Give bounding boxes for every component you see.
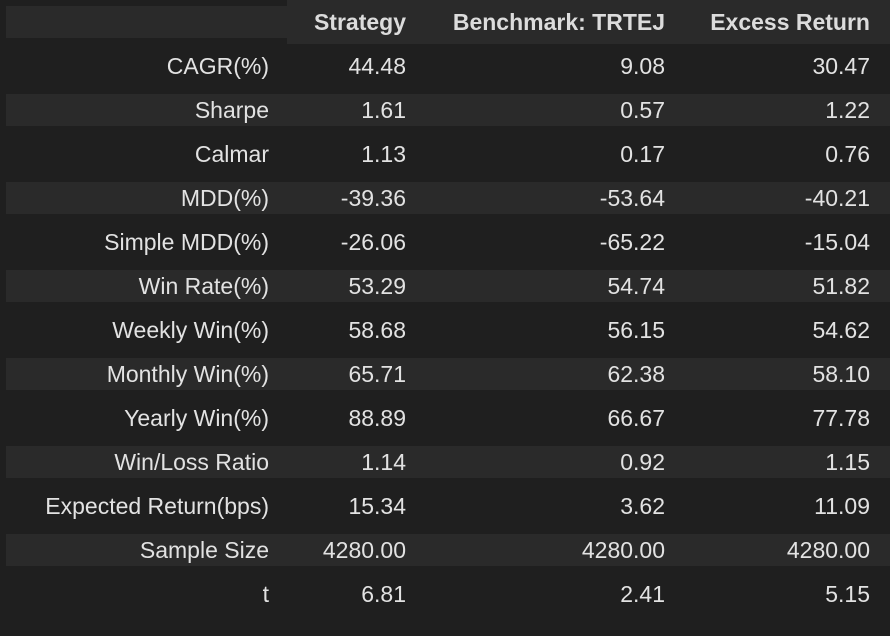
table-row: Sharpe 1.61 0.57 1.22 — [0, 88, 890, 132]
excess-value: 4280.00 — [685, 528, 890, 572]
benchmark-value: 54.74 — [424, 264, 685, 308]
row-label: Expected Return(bps) — [45, 492, 269, 519]
table-row: Win/Loss Ratio 1.14 0.92 1.15 — [0, 440, 890, 484]
excess-value: 1.22 — [685, 88, 890, 132]
table-row: Calmar 1.13 0.17 0.76 — [0, 132, 890, 176]
strategy-value: 4280.00 — [287, 528, 424, 572]
row-label: Monthly Win(%) — [0, 352, 287, 396]
row-label: CAGR(%) — [166, 52, 269, 79]
table-row: Monthly Win(%) 65.71 62.38 58.10 — [0, 352, 890, 396]
strategy-value: 1.14 — [287, 440, 424, 484]
row-label: t — [262, 580, 269, 607]
excess-value: 5.15 — [825, 580, 870, 607]
header-excess-return: Excess Return — [685, 0, 890, 44]
excess-value: 54.62 — [812, 316, 870, 343]
header-corner-cell — [0, 0, 287, 44]
row-label: Win/Loss Ratio — [0, 440, 287, 484]
strategy-value: 6.81 — [361, 580, 406, 607]
table-row: Expected Return(bps) 15.34 3.62 11.09 — [0, 484, 890, 528]
table-row: CAGR(%) 44.48 9.08 30.47 — [0, 44, 890, 88]
row-label: Calmar — [194, 140, 269, 167]
excess-value: 58.10 — [685, 352, 890, 396]
statistics-table: Strategy Benchmark: TRTEJ Excess Return … — [0, 0, 890, 616]
strategy-value: 44.48 — [348, 52, 406, 79]
strategy-value: 1.61 — [287, 88, 424, 132]
table-row: Sample Size 4280.00 4280.00 4280.00 — [0, 528, 890, 572]
benchmark-value: 0.92 — [424, 440, 685, 484]
row-label: Simple MDD(%) — [104, 228, 269, 255]
table-row: t 6.81 2.41 5.15 — [0, 572, 890, 616]
excess-value: 30.47 — [812, 52, 870, 79]
row-label: Win Rate(%) — [0, 264, 287, 308]
table-row: Simple MDD(%) -26.06 -65.22 -15.04 — [0, 220, 890, 264]
benchmark-value: 4280.00 — [424, 528, 685, 572]
benchmark-value: 9.08 — [620, 52, 665, 79]
strategy-value: -39.36 — [287, 176, 424, 220]
benchmark-value: 0.57 — [424, 88, 685, 132]
benchmark-value: -53.64 — [424, 176, 685, 220]
benchmark-value: 2.41 — [620, 580, 665, 607]
table-row: Win Rate(%) 53.29 54.74 51.82 — [0, 264, 890, 308]
benchmark-value: -65.22 — [599, 228, 665, 255]
excess-value: 0.76 — [825, 140, 870, 167]
excess-value: -15.04 — [804, 228, 870, 255]
excess-value: 77.78 — [812, 404, 870, 431]
row-label: Sample Size — [0, 528, 287, 572]
benchmark-value: 62.38 — [424, 352, 685, 396]
table-row: Yearly Win(%) 88.89 66.67 77.78 — [0, 396, 890, 440]
strategy-value: 65.71 — [287, 352, 424, 396]
table-header-row: Strategy Benchmark: TRTEJ Excess Return — [0, 0, 890, 44]
strategy-value: 1.13 — [361, 140, 406, 167]
header-strategy: Strategy — [287, 0, 424, 44]
excess-value: 51.82 — [685, 264, 890, 308]
strategy-value: -26.06 — [340, 228, 406, 255]
benchmark-value: 0.17 — [620, 140, 665, 167]
row-label: Weekly Win(%) — [112, 316, 269, 343]
benchmark-value: 3.62 — [620, 492, 665, 519]
row-label: Sharpe — [0, 88, 287, 132]
header-benchmark: Benchmark: TRTEJ — [424, 0, 685, 44]
row-label: MDD(%) — [0, 176, 287, 220]
excess-value: 1.15 — [685, 440, 890, 484]
benchmark-value: 56.15 — [607, 316, 665, 343]
excess-value: -40.21 — [685, 176, 890, 220]
table-row: Weekly Win(%) 58.68 56.15 54.62 — [0, 308, 890, 352]
strategy-value: 58.68 — [348, 316, 406, 343]
row-label: Yearly Win(%) — [124, 404, 269, 431]
table-row: MDD(%) -39.36 -53.64 -40.21 — [0, 176, 890, 220]
strategy-value: 53.29 — [287, 264, 424, 308]
excess-value: 11.09 — [814, 492, 870, 519]
strategy-value: 15.34 — [348, 492, 406, 519]
benchmark-value: 66.67 — [607, 404, 665, 431]
strategy-value: 88.89 — [348, 404, 406, 431]
